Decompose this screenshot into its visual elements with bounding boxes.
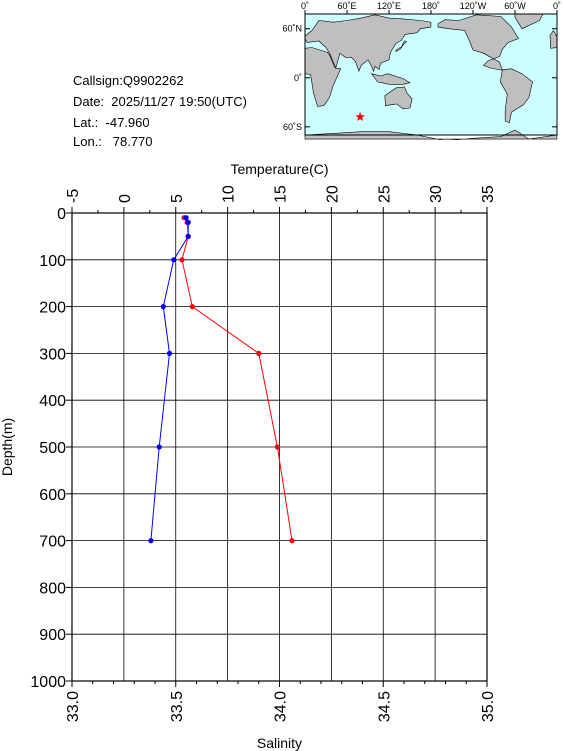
map-land-north-america [437,14,519,71]
depth-tick-label: 600 [39,487,66,504]
map-land-indonesia [370,73,411,85]
map-lat-label: 0˚ [294,73,302,83]
temperature-tick-label: 25 [376,185,393,203]
depth-tick-label: 1000 [30,674,66,691]
map-land-japan [395,40,408,53]
map-lon-label: 60˚W [504,1,526,11]
longitude-text: Lon.: 78.770 [73,134,153,149]
depth-axis-title: Depth(m) [0,418,15,476]
salinity-tick-label: 33.5 [169,691,186,722]
temperature-data-point [256,350,262,356]
map-land-west-europe [549,29,558,49]
salinity-data-point [185,233,191,239]
salinity-data-point [166,350,173,356]
temperature-tick-label: 30 [428,185,445,203]
map-land-africa [304,47,342,107]
depth-tick-label: 900 [39,627,66,644]
map-lon-label: 180˚ [422,1,440,11]
salinity-data-point [160,304,166,310]
map-lat-label: 60˚N [282,24,302,34]
salinity-tick-label: 34.0 [273,691,290,722]
salinity-data-point [185,219,191,225]
salinity-data-point [183,215,189,221]
temperature-tick-label: 35 [480,185,497,203]
map-land-antarctica [304,129,558,140]
map-land-south-america [499,68,533,124]
temperature-tick-label: 15 [273,185,290,203]
map-lon-label: 0˚ [301,1,309,11]
depth-tick-label: 800 [39,580,66,597]
date-text: Date: 2025/11/27 19:50(UTC) [73,94,247,109]
map-land-eurasia [304,14,432,73]
depth-tick-label: 400 [39,393,66,410]
temperature-axis-title: Temperature(C) [230,161,328,177]
salinity-data-point [171,257,177,263]
salinity-profile-line [150,217,189,541]
station-star-icon [355,112,365,121]
temperature-tick-label: 10 [221,185,238,203]
temperature-data-point [179,257,185,263]
temperature-tick-label: 0 [117,194,134,203]
salinity-tick-label: 34.5 [376,691,393,722]
depth-tick-label: 100 [39,253,66,270]
map-lon-label: 120˚E [377,1,401,11]
temperature-data-point [274,444,280,450]
location-map: 0˚ 60˚E 120˚E 180˚ 120˚W 60˚W 0˚ 60˚N 0˚ 60˚S [282,1,561,140]
temperature-tick-label: -5 [65,189,82,203]
depth-tick-label: 200 [39,300,66,317]
map-lon-label: 120˚W [460,1,487,11]
latitude-text: Lat.: -47.960 [73,115,150,130]
depth-tick-label: 500 [39,440,66,457]
temperature-profile-line [181,217,293,541]
map-land-australia [384,86,413,110]
salinity-data-point [148,538,154,544]
depth-tick-label: 0 [57,206,66,223]
temperature-tick-label: 20 [324,185,341,203]
temperature-data-point [189,304,195,310]
temperature-tick-label: 5 [169,194,186,203]
temperature-data-point [289,538,295,544]
map-lat-label: 60˚S [283,122,302,132]
salinity-axis-title: Salinity [257,735,302,751]
callsign-text: Callsign:Q9902262 [73,73,184,88]
salinity-tick-label: 33.0 [65,691,82,722]
salinity-data-point [156,444,162,450]
map-lon-label: 60˚E [337,1,356,11]
salinity-tick-label: 35.0 [480,691,497,722]
depth-tick-label: 700 [39,534,66,551]
map-lon-label: 0˚ [553,1,561,11]
depth-tick-label: 300 [39,346,66,363]
